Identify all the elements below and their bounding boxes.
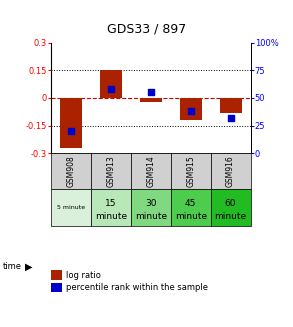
- Bar: [211, 189, 251, 226]
- Bar: [51, 189, 91, 226]
- Bar: [220, 98, 241, 112]
- Point: [149, 90, 153, 95]
- Bar: [211, 153, 251, 189]
- Text: percentile rank within the sample: percentile rank within the sample: [66, 283, 208, 292]
- Text: minute: minute: [135, 212, 167, 221]
- Bar: [140, 98, 162, 102]
- Text: 5 minute: 5 minute: [57, 205, 85, 210]
- Point: [109, 86, 113, 92]
- Text: 30: 30: [145, 199, 157, 208]
- Bar: [60, 98, 82, 148]
- Text: 60: 60: [225, 199, 236, 208]
- Text: GSM914: GSM914: [146, 155, 155, 187]
- Text: minute: minute: [175, 212, 207, 221]
- Text: ▶: ▶: [25, 262, 33, 271]
- Bar: [131, 153, 171, 189]
- Text: GSM915: GSM915: [186, 155, 195, 187]
- Text: 15: 15: [105, 199, 117, 208]
- Point: [69, 129, 74, 134]
- Text: GSM916: GSM916: [226, 155, 235, 187]
- Bar: [131, 189, 171, 226]
- Text: time: time: [3, 262, 22, 271]
- Bar: [91, 153, 131, 189]
- Bar: [100, 70, 122, 98]
- Point: [188, 109, 193, 114]
- Text: GSM908: GSM908: [67, 155, 76, 187]
- Text: log ratio: log ratio: [66, 270, 101, 280]
- Bar: [91, 189, 131, 226]
- Bar: [171, 153, 211, 189]
- Text: GSM913: GSM913: [107, 155, 115, 187]
- Bar: [180, 98, 202, 120]
- Bar: [171, 189, 211, 226]
- Text: GDS33 / 897: GDS33 / 897: [107, 23, 186, 36]
- Bar: [51, 153, 91, 189]
- Point: [228, 115, 233, 120]
- Text: 45: 45: [185, 199, 196, 208]
- Text: minute: minute: [214, 212, 247, 221]
- Text: minute: minute: [95, 212, 127, 221]
